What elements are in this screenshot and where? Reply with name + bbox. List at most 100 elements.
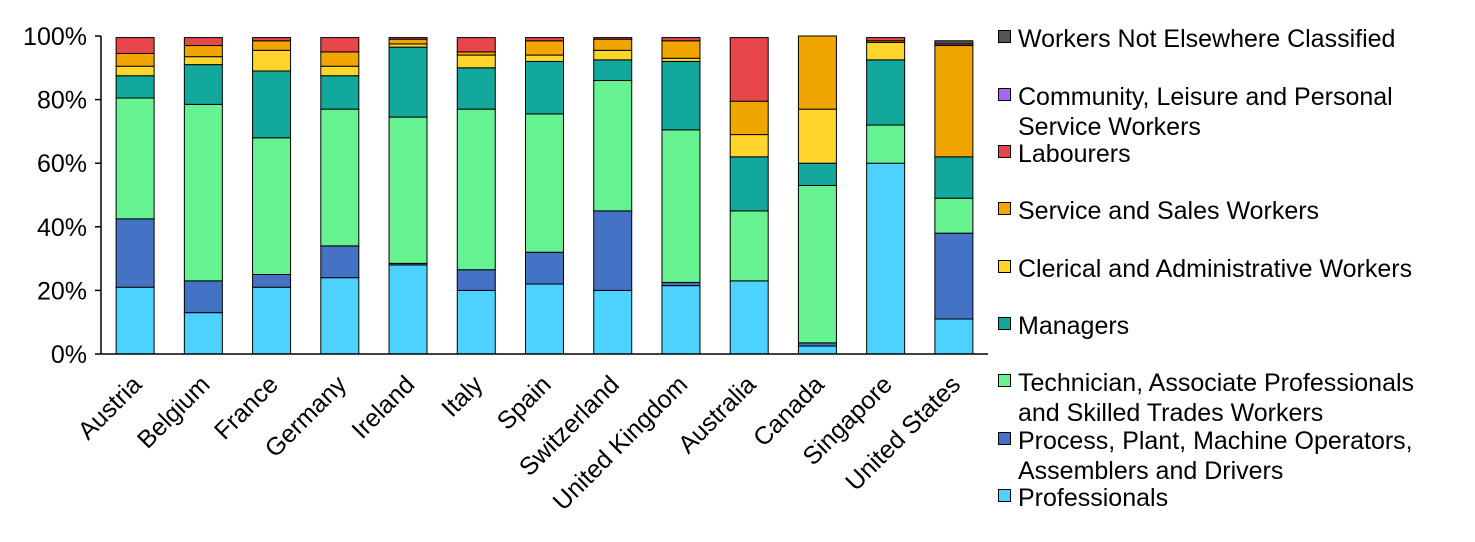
legend-swatch [998,145,1011,158]
bar-segment-technician-associate-professionals-and-skilled-trades-workers [661,129,701,283]
legend-label: Professionals [1018,484,1169,512]
bar-segment-professionals [183,312,223,355]
bar-segment-clerical-and-administrative-workers [797,108,837,164]
bar-segment-technician-associate-professionals-and-skilled-trades-workers [252,137,292,275]
legend-label: Technician, Associate Professionals and … [1018,369,1415,427]
legend-item-managers: Managers [998,311,1458,341]
bar-segment-managers [661,60,701,131]
legend-item-process-plant-machine-operators: Process, Plant, Machine Operators, Assem… [998,426,1458,486]
x-tick-label: Belgium [132,370,216,454]
bar-segment-service-and-sales-workers [525,40,564,56]
legend-item-labourers: Labourers [998,139,1458,169]
bar-segment-service-and-sales-workers [934,45,974,158]
x-tick-label: Italy [436,370,489,423]
bar-segment-technician-associate-professionals-and-skilled-trades-workers [456,108,496,271]
legend-swatch [998,260,1011,273]
bar-segment-managers [525,60,564,115]
bar-segment-service-and-sales-workers [183,45,223,58]
bar-segment-clerical-and-administrative-workers [729,134,769,158]
bar-segment-labourers [525,37,564,42]
bar-segment-service-and-sales-workers [797,35,837,110]
bar-segment-managers [593,59,633,82]
legend-label: Workers Not Elsewhere Classified [1018,25,1396,53]
bar-segment-labourers [320,37,360,53]
bar-segment-service-and-sales-workers [593,38,633,51]
bar-segment-technician-associate-professionals-and-skilled-trades-workers [729,210,769,282]
bar-segment-process-plant-machine-operators-assemblers-and-drivers [525,251,564,285]
bar-segment-managers [456,67,496,110]
y-tick-label: 40% [37,214,87,242]
legend-label: Service and Sales Workers [1018,197,1320,225]
bar-segment-managers [320,75,360,110]
bar-segment-professionals [797,345,837,355]
bar-segment-technician-associate-professionals-and-skilled-trades-workers [115,97,155,220]
legend-swatch [998,432,1011,445]
bar-segment-process-plant-machine-operators-assemblers-and-drivers [183,280,223,314]
bar-segment-service-and-sales-workers [661,40,701,59]
bar-segment-process-plant-machine-operators-assemblers-and-drivers [320,245,360,279]
legend-swatch [998,489,1011,502]
legend-item-community-leisure-personal-service: Community, Leisure and Personal Service … [998,82,1458,142]
bar-segment-labourers [456,37,496,53]
legend-label: Labourers [1018,140,1131,168]
bar-segment-service-and-sales-workers [729,100,769,136]
bar-segment-managers [252,70,292,139]
bar-segment-process-plant-machine-operators-assemblers-and-drivers [115,218,155,288]
stacked-bar-chart: 0%20%40%60%80%100%AustriaBelgiumFranceGe… [23,23,988,516]
x-tick-label: Ireland [346,370,420,444]
bar-segment-labourers [252,37,292,42]
legend-label: Clerical and Administrative Workers [1018,255,1413,283]
bar-segment-labourers [388,37,428,40]
x-tick-label: Spain [492,370,557,435]
legend-swatch [998,374,1011,387]
bar-segment-technician-associate-professionals-and-skilled-trades-workers [934,197,974,234]
bar-segment-clerical-and-administrative-workers [115,65,155,77]
bar-segment-managers [388,46,428,118]
bar-segment-managers [866,59,906,126]
bar-segment-clerical-and-administrative-workers [320,65,360,77]
bar-segment-managers [934,156,974,199]
bar-segment-labourers [866,37,906,42]
bar-segment-professionals [115,286,155,355]
legend-label: Managers [1018,312,1130,340]
bar-segment-service-and-sales-workers [320,51,360,67]
bar-segment-clerical-and-administrative-workers [593,49,633,61]
bar-segment-process-plant-machine-operators-assemblers-and-drivers [593,210,633,291]
legend-swatch [998,30,1011,43]
bar-segment-professionals [456,289,496,355]
bar-segment-labourers [183,37,223,47]
bar-segment-professionals [388,264,428,355]
bar-segment-clerical-and-administrative-workers [183,56,223,66]
bar-segment-professionals [866,162,906,355]
bar-segment-technician-associate-professionals-and-skilled-trades-workers [320,108,360,247]
legend-label: Process, Plant, Machine Operators, Assem… [1018,427,1413,485]
legend-item-technician-associate-professionals: Technician, Associate Professionals and … [998,368,1458,428]
bar-segment-clerical-and-administrative-workers [866,41,906,61]
bar-segment-service-and-sales-workers [252,40,292,51]
bar-segment-process-plant-machine-operators-assemblers-and-drivers [934,232,974,320]
bar-segment-managers [183,64,223,105]
y-tick-label: 20% [37,277,87,305]
y-tick-label: 100% [23,23,87,51]
bar-segment-technician-associate-professionals-and-skilled-trades-workers [388,116,428,264]
bar-segment-technician-associate-professionals-and-skilled-trades-workers [183,103,223,282]
bar-segment-technician-associate-professionals-and-skilled-trades-workers [593,80,633,212]
bar-segment-professionals [661,285,701,355]
bar-segment-managers [797,162,837,186]
legend-label: Community, Leisure and Personal Service … [1018,83,1393,141]
bar-segment-process-plant-machine-operators-assemblers-and-drivers [456,269,496,291]
bar-segment-clerical-and-administrative-workers [456,54,496,69]
bar-segment-technician-associate-professionals-and-skilled-trades-workers [525,113,564,253]
bar-segment-professionals [934,318,974,355]
y-tick-label: 0% [51,341,87,369]
bar-segment-clerical-and-administrative-workers [525,54,564,62]
bar-segment-professionals [729,280,769,355]
bar-segment-labourers [661,37,701,42]
bar-segment-process-plant-machine-operators-assemblers-and-drivers [252,274,292,288]
legend-item-clerical-and-administrative: Clerical and Administrative Workers [998,254,1458,284]
bar-segment-labourers [729,37,769,102]
legend-swatch [998,202,1011,215]
bar-segment-labourers [593,37,633,40]
bar-segment-professionals [593,289,633,355]
y-tick-label: 80% [37,87,87,115]
